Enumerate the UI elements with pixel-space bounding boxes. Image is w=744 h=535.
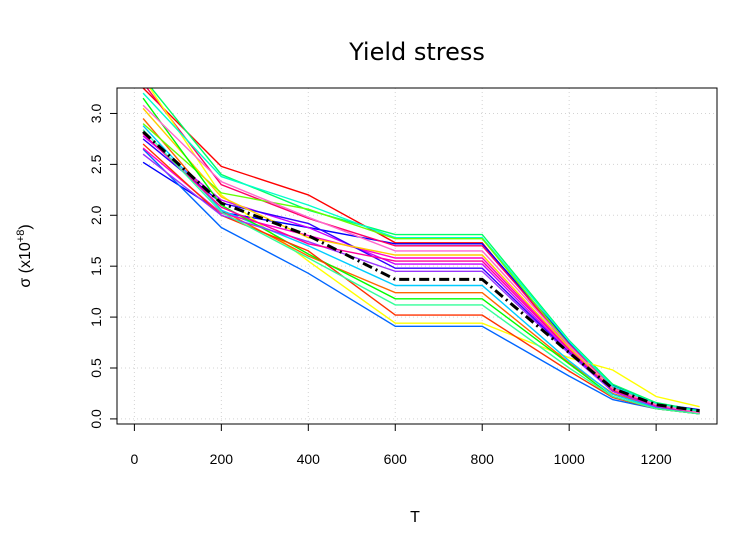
y-axis-label-close: )	[17, 224, 34, 229]
y-tick-label-0: 0.0	[88, 409, 104, 429]
y-tick-label-1: 0.5	[88, 358, 104, 378]
y-tick-label-3: 1.5	[88, 256, 104, 276]
series-line-5	[149, 88, 700, 408]
y-tick-label-2: 1.0	[88, 307, 104, 327]
y-axis: 0.0 0.5 1.0 1.5 2.0 2.5 3.0	[88, 104, 118, 429]
y-axis-label-main: σ (x10	[17, 242, 34, 288]
y-axis-label-exponent: +8	[15, 230, 27, 243]
chart-title: Yield stress	[348, 38, 485, 66]
mean-line	[142, 130, 700, 413]
series-line-17	[142, 153, 700, 414]
x-tick-label-6: 1200	[641, 451, 672, 467]
y-tick-label-5: 2.5	[88, 154, 104, 174]
y-tick-label-4: 2.0	[88, 205, 104, 225]
plot-lines	[142, 88, 700, 415]
x-axis-label: T	[410, 509, 420, 526]
x-tick-label-4: 800	[471, 451, 495, 467]
y-tick-label-6: 3.0	[88, 104, 104, 124]
x-tick-label-3: 600	[384, 451, 408, 467]
x-tick-label-0: 0	[130, 451, 138, 467]
x-tick-label-2: 400	[297, 451, 321, 467]
x-tick-label-5: 1000	[554, 451, 585, 467]
x-axis: 0 200 400 600 800 1000 1200	[130, 423, 672, 467]
y-axis-label: σ (x10+8)	[15, 224, 34, 287]
x-tick-label-1: 200	[210, 451, 234, 467]
series-line-19	[142, 129, 700, 415]
